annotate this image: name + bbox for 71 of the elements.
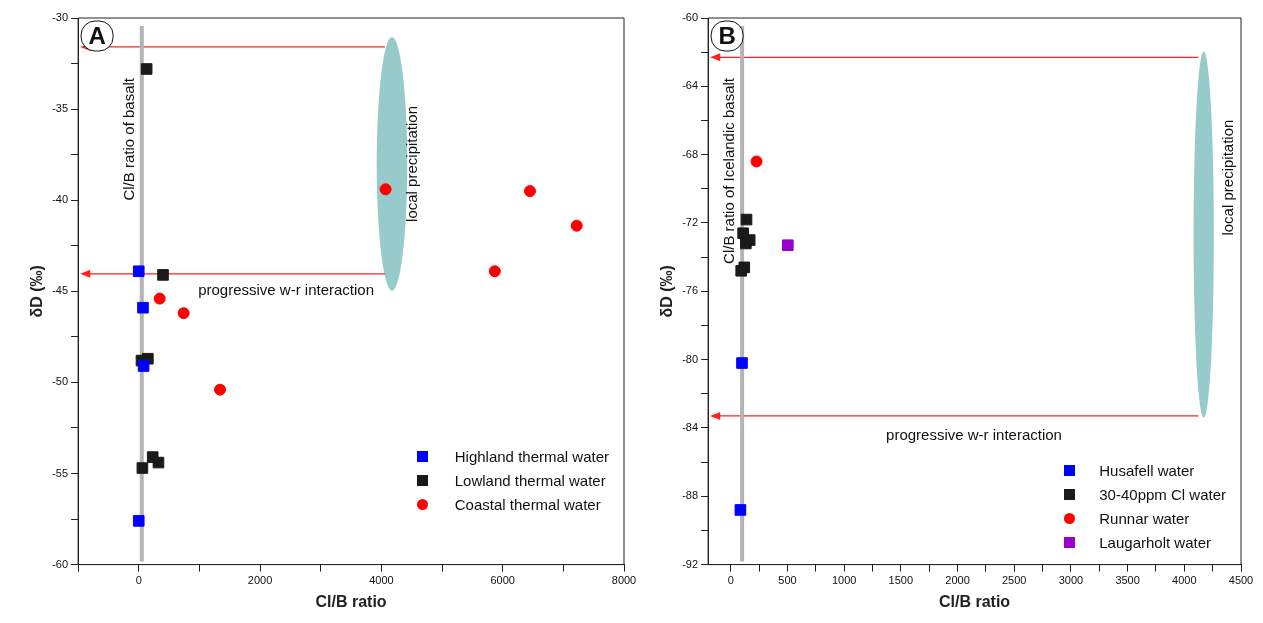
y-tick-label: -84 — [682, 420, 699, 433]
y-tick-label: -45 — [52, 284, 69, 297]
legend-label: Laugarholt water — [1099, 534, 1212, 552]
point — [132, 515, 145, 527]
annotation: local precipitation — [402, 105, 420, 222]
point — [740, 213, 753, 226]
x-tick-label: 0 — [135, 574, 142, 587]
point — [214, 383, 227, 396]
point — [523, 185, 536, 198]
point — [153, 292, 166, 305]
point — [137, 301, 149, 314]
y-tick-label: -76 — [682, 284, 699, 297]
x-tick-label: 500 — [778, 574, 797, 587]
x-tick-label: 1500 — [888, 574, 914, 587]
y-tick-label: -72 — [682, 216, 699, 229]
x-tick-label: 2000 — [945, 574, 970, 587]
point — [132, 265, 145, 278]
point — [735, 265, 748, 277]
annotation: local precipitation — [1218, 119, 1236, 236]
x-tick-label: 4000 — [369, 574, 394, 587]
x-tick-label: 4000 — [1172, 574, 1197, 587]
point — [488, 265, 501, 278]
legend-label: Husafell water — [1099, 462, 1195, 480]
legend-label: Runnar water — [1099, 510, 1190, 528]
x-tick-label: 1000 — [831, 574, 857, 587]
y-tick-label: -88 — [682, 489, 699, 502]
y-tick-label: -35 — [52, 102, 69, 115]
y-tick-label: -55 — [52, 466, 69, 479]
x-tick-label: 0 — [727, 574, 734, 587]
ref-line-label: Cl/B ratio of basalt — [119, 77, 137, 201]
point — [734, 504, 747, 516]
legend-label: Coastal thermal water — [454, 496, 601, 514]
y-tick-label: -60 — [682, 11, 699, 24]
y-tick-label: -68 — [682, 147, 699, 160]
legend-label: Lowland thermal water — [454, 472, 606, 490]
y-axis-title: δD (‰) — [28, 265, 46, 318]
point — [750, 155, 763, 168]
point — [736, 357, 748, 369]
y-tick-label: -40 — [52, 193, 69, 206]
x-tick-label: 2000 — [247, 574, 273, 587]
point — [152, 456, 165, 469]
point — [157, 269, 169, 281]
point — [177, 307, 190, 320]
x-tick-label: 4500 — [1228, 574, 1254, 587]
annotation: progressive w-r interaction — [198, 281, 375, 299]
x-tick-label: 3500 — [1115, 574, 1140, 587]
point — [137, 360, 150, 372]
y-axis-title: δD (‰) — [658, 265, 676, 318]
ref-line-label: Cl/B ratio of Icelandic basalt — [720, 77, 738, 264]
x-tick-label: 2500 — [1001, 574, 1027, 587]
chart-title: A — [88, 21, 106, 49]
x-axis-title: Cl/B ratio — [938, 592, 1011, 610]
legend-label: 30-40ppm Cl water — [1099, 486, 1226, 504]
x-axis-title: Cl/B ratio — [315, 592, 387, 610]
point — [140, 63, 153, 75]
point — [136, 462, 149, 474]
y-tick-label: -50 — [52, 375, 69, 388]
annotation: progressive w-r interaction — [886, 426, 1062, 444]
chart-title: B — [718, 21, 736, 49]
x-tick-label: 3000 — [1058, 574, 1084, 587]
point — [782, 239, 794, 251]
point — [379, 183, 392, 196]
legend-label: Highland thermal water — [454, 448, 609, 466]
y-tick-label: -64 — [682, 79, 699, 92]
y-tick-label: -92 — [682, 557, 699, 570]
y-tick-label: -30 — [52, 11, 69, 24]
x-tick-label: 6000 — [490, 574, 515, 587]
y-tick-label: -60 — [52, 557, 69, 570]
y-tick-label: -80 — [682, 352, 699, 365]
x-tick-label: 8000 — [611, 574, 637, 587]
point — [570, 219, 583, 232]
